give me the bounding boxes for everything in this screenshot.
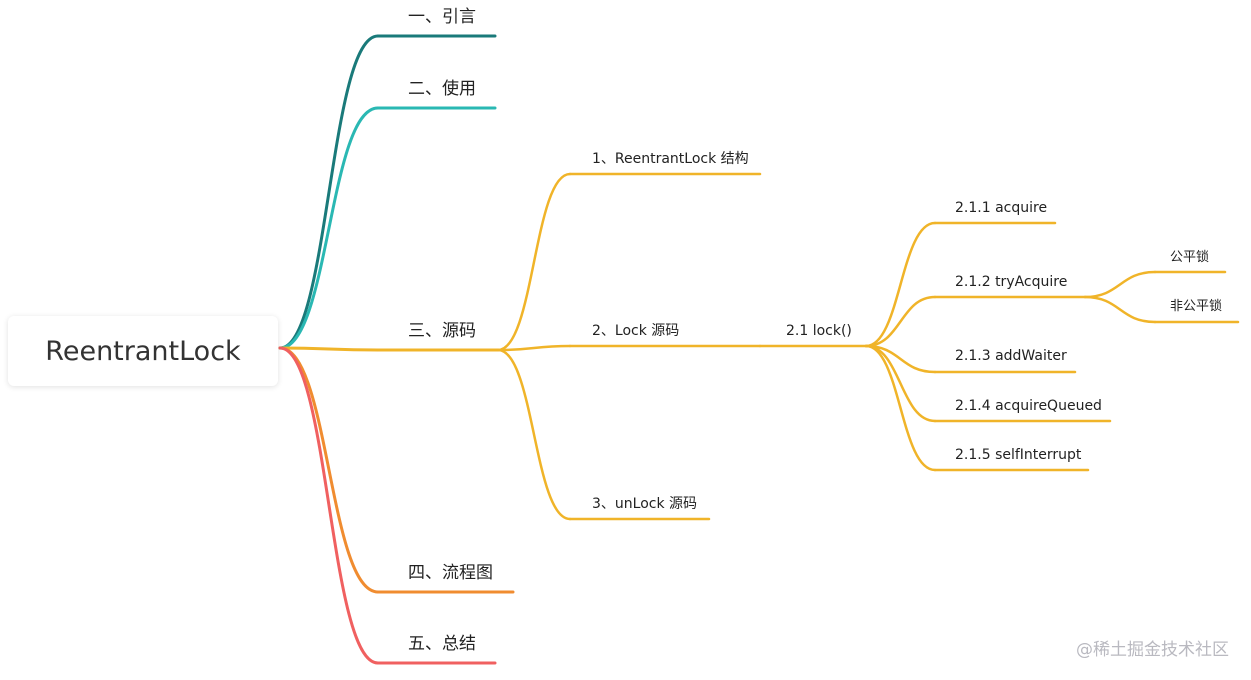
node-label-n3-2[interactable]: 2、Lock 源码 [592, 323, 680, 339]
root-node[interactable]: ReentrantLock [8, 316, 278, 386]
branch-n3-2-1-2 [864, 295, 937, 348]
node-label-n4[interactable]: 四、流程图 [408, 563, 493, 583]
node-label-n3-2-1-2-2[interactable]: 非公平锁 [1170, 299, 1223, 314]
node-label-n3-2-1-4[interactable]: 2.1.4 acquireQueued [955, 398, 1102, 414]
branch-n3-2-1-5 [864, 344, 937, 472]
node-label-n3-1[interactable]: 1、ReentrantLock 结构 [592, 151, 749, 167]
node-label-n2[interactable]: 二、使用 [408, 79, 476, 99]
branch-n5 [278, 346, 380, 665]
node-label-n3-2-1-3[interactable]: 2.1.3 addWaiter [955, 348, 1067, 364]
watermark: @稀土掘金技术社区 [1076, 640, 1229, 660]
node-label-n3-2-1-2[interactable]: 2.1.2 tryAcquire [955, 274, 1068, 290]
node-label-n3-2-1-2-1[interactable]: 公平锁 [1170, 250, 1210, 265]
branch-n3-2-1-3 [864, 344, 937, 374]
branch-n3-3 [496, 348, 572, 521]
branch-n3-2 [496, 344, 572, 352]
branch-n3-2-1-2-1 [1083, 270, 1157, 299]
branch-n3-1 [496, 172, 572, 352]
node-label-n3-3[interactable]: 3、unLock 源码 [592, 496, 698, 512]
branch-n3-2-1-1 [864, 221, 937, 348]
branch-n3 [278, 346, 380, 352]
branch-n4 [278, 346, 380, 594]
node-label-n1[interactable]: 一、引言 [408, 7, 476, 27]
node-label-n3-2-1-5[interactable]: 2.1.5 selfInterrupt [955, 447, 1082, 463]
node-label-n3[interactable]: 三、源码 [408, 321, 476, 341]
branch-n3-2-1-2-2 [1083, 295, 1157, 324]
node-label-n3-2-1[interactable]: 2.1 lock() [786, 323, 852, 339]
root-node-label: ReentrantLock [45, 335, 241, 367]
branch-n1 [278, 34, 380, 350]
branch-n2 [278, 106, 380, 350]
node-label-n5[interactable]: 五、总结 [408, 634, 476, 654]
node-label-n3-2-1-1[interactable]: 2.1.1 acquire [955, 200, 1048, 216]
